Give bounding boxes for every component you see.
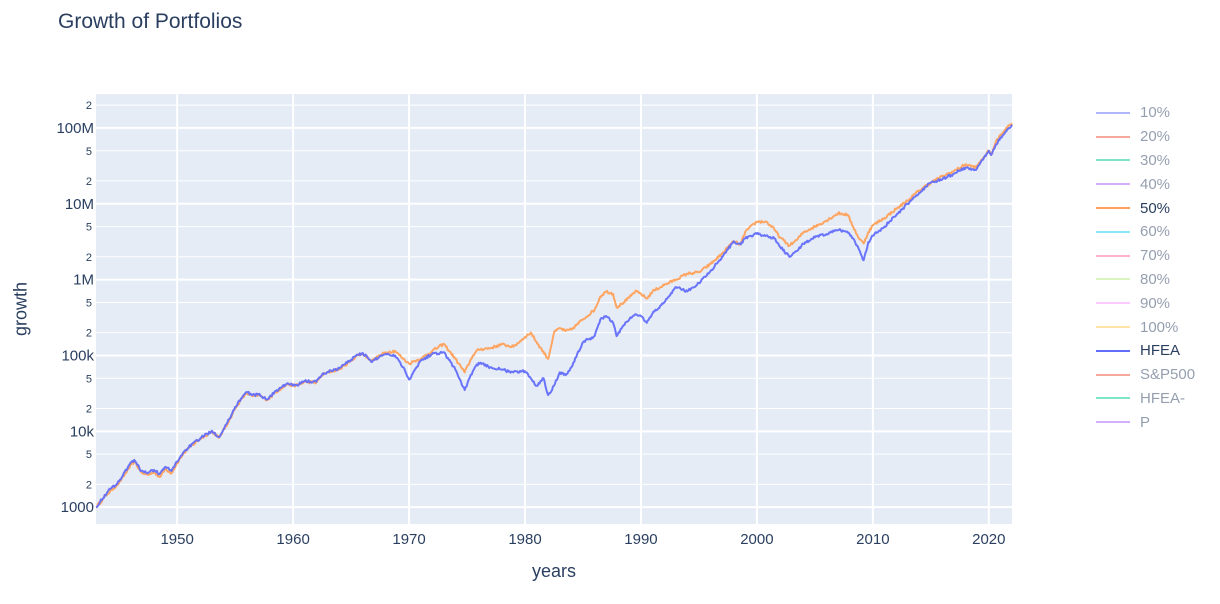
y-tick-label: 100M: [56, 120, 94, 137]
x-tick-label: 2010: [856, 531, 889, 548]
y-minor-tick-label: 2: [86, 479, 92, 491]
legend-item-100-[interactable]: 100%: [1096, 315, 1195, 339]
legend-item-20-[interactable]: 20%: [1096, 125, 1195, 149]
legend-item-80-[interactable]: 80%: [1096, 268, 1195, 292]
y-minor-tick-label: 2: [86, 403, 92, 415]
legend-label: 60%: [1140, 223, 1171, 241]
legend-swatch: [1096, 302, 1130, 305]
legend-swatch: [1096, 159, 1130, 162]
x-tick-label: 1960: [276, 531, 309, 548]
legend-item-p[interactable]: P: [1096, 410, 1195, 434]
x-tick-label: 2000: [740, 531, 773, 548]
legend-label: P: [1140, 413, 1151, 431]
y-tick-label: 10k: [70, 423, 95, 440]
legend-label: 50%: [1140, 199, 1171, 217]
legend-swatch: [1096, 207, 1130, 210]
y-minor-tick-label: 2: [86, 252, 92, 264]
legend-label: 90%: [1140, 294, 1171, 312]
legend-item-40-[interactable]: 40%: [1096, 172, 1195, 196]
legend-swatch: [1096, 421, 1130, 424]
y-minor-tick-label: 2: [86, 100, 92, 112]
chart-title: Growth of Portfolios: [58, 10, 243, 33]
legend-swatch: [1096, 373, 1130, 376]
legend-swatch: [1096, 254, 1130, 257]
y-tick-label: 10M: [65, 196, 94, 213]
legend-item-10-[interactable]: 10%: [1096, 101, 1195, 125]
x-tick-label: 1980: [508, 531, 541, 548]
y-tick-label: 100k: [61, 347, 94, 364]
legend-item-hfea-[interactable]: HFEA-: [1096, 387, 1195, 411]
legend-item-70-[interactable]: 70%: [1096, 244, 1195, 268]
y-minor-tick-label: 5: [86, 146, 92, 158]
axes: 2 5 2 5 2 5 2 5 2 5 2 1000 10k 100k 1M 10M 100M 1950 1960 1…: [56, 100, 1005, 548]
legend-label: 100%: [1140, 318, 1179, 336]
legend-label: 80%: [1140, 270, 1171, 288]
grid: [96, 94, 1012, 524]
y-minor-tick-label: 2: [86, 328, 92, 340]
legend-label: 40%: [1140, 175, 1171, 193]
legend-swatch: [1096, 183, 1130, 186]
x-tick-label: 2020: [972, 531, 1005, 548]
legend-swatch: [1096, 278, 1130, 281]
legend-item-90-[interactable]: 90%: [1096, 291, 1195, 315]
series-layer: [95, 122, 1013, 509]
legend-label: 20%: [1140, 128, 1171, 146]
y-tick-label: 1000: [61, 499, 94, 516]
legend-item-60-[interactable]: 60%: [1096, 220, 1195, 244]
legend-label: 70%: [1140, 247, 1171, 265]
y-axis-title: growth: [10, 282, 30, 336]
plot-area: [96, 94, 1012, 524]
y-minor-tick-label: 5: [86, 222, 92, 234]
legend-item-50-[interactable]: 50%: [1096, 196, 1195, 220]
x-tick-label: 1970: [392, 531, 425, 548]
legend-label: HFEA-: [1140, 389, 1185, 407]
legend-label: 10%: [1140, 104, 1171, 122]
legend-swatch: [1096, 326, 1130, 329]
y-tick-label: 1M: [73, 272, 94, 289]
legend-item-s-p500[interactable]: S&P500: [1096, 363, 1195, 387]
series-line-hfea: [95, 124, 1013, 509]
x-tick-label: 1950: [160, 531, 193, 548]
legend-swatch: [1096, 111, 1130, 114]
legend-swatch: [1096, 349, 1130, 352]
y-minor-tick-label: 5: [86, 297, 92, 309]
legend: 10% 20% 30% 40% 50% 60% 70% 80% 90% 100% HFEA S&P50…: [1096, 101, 1195, 434]
legend-swatch: [1096, 397, 1130, 400]
legend-item-30-[interactable]: 30%: [1096, 149, 1195, 173]
x-tick-label: 1990: [624, 531, 657, 548]
y-minor-tick-label: 5: [86, 373, 92, 385]
y-minor-tick-label: 5: [86, 449, 92, 461]
legend-label: 30%: [1140, 151, 1171, 169]
legend-label: S&P500: [1140, 366, 1196, 384]
legend-item-hfea[interactable]: HFEA: [1096, 339, 1195, 363]
legend-swatch: [1096, 230, 1130, 233]
legend-swatch: [1096, 135, 1130, 138]
y-minor-tick-label: 2: [86, 176, 92, 188]
x-axis-title: years: [532, 561, 576, 581]
legend-label: HFEA: [1140, 342, 1181, 360]
